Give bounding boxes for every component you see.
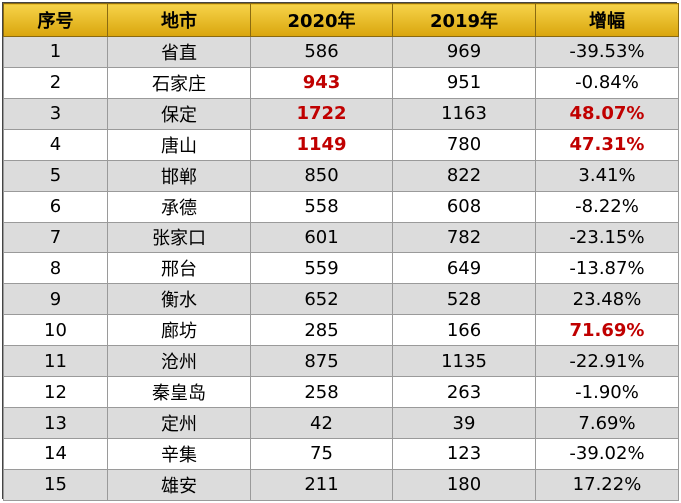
cell-growth: 3.41% <box>535 159 679 192</box>
cell-city: 石家庄 <box>107 66 251 99</box>
cell-index: 1 <box>3 36 108 68</box>
cell-growth: -23.15% <box>535 221 679 254</box>
cell-growth: 71.69% <box>535 314 679 347</box>
table-row: 9 衡水 652 528 23.48% <box>3 283 679 316</box>
cell-2020: 211 <box>250 468 393 501</box>
cell-2020: 75 <box>250 437 393 470</box>
cell-2020: 875 <box>250 345 393 378</box>
cell-2019: 1135 <box>392 345 536 378</box>
cell-2019: 166 <box>392 314 536 347</box>
header-2019: 2019年 <box>392 3 536 37</box>
table-row: 13 定州 42 39 7.69% <box>3 407 679 439</box>
cell-city: 秦皇岛 <box>107 376 251 409</box>
cell-index: 12 <box>3 376 108 409</box>
cell-index: 10 <box>3 314 108 347</box>
cell-index: 5 <box>3 159 108 192</box>
cell-2020: 42 <box>250 407 393 439</box>
table-row: 1 省直 586 969 -39.53% <box>3 36 679 68</box>
cell-city: 张家口 <box>107 221 251 254</box>
cell-2020: 558 <box>250 190 393 223</box>
table-row: 3 保定 1722 1163 48.07% <box>3 97 679 130</box>
table-row: 8 邢台 559 649 -13.87% <box>3 252 679 285</box>
cell-2020: 850 <box>250 159 393 192</box>
table-row: 2 石家庄 943 951 -0.84% <box>3 66 679 99</box>
cell-2020: 943 <box>250 66 393 99</box>
cell-index: 13 <box>3 407 108 439</box>
table-row: 10 廊坊 285 166 71.69% <box>3 314 679 347</box>
cell-index: 9 <box>3 283 108 316</box>
cell-growth: 7.69% <box>535 407 679 439</box>
cell-2019: 782 <box>392 221 536 254</box>
table-row: 6 承德 558 608 -8.22% <box>3 190 679 223</box>
cell-index: 14 <box>3 437 108 470</box>
cell-index: 2 <box>3 66 108 99</box>
cell-2020: 652 <box>250 283 393 316</box>
cell-2019: 1163 <box>392 97 536 130</box>
cell-growth: -8.22% <box>535 190 679 223</box>
cell-2019: 39 <box>392 407 536 439</box>
cell-2019: 180 <box>392 468 536 501</box>
cell-2020: 1149 <box>250 128 393 161</box>
cell-growth: -39.53% <box>535 36 679 68</box>
table-row: 7 张家口 601 782 -23.15% <box>3 221 679 254</box>
cell-growth: 47.31% <box>535 128 679 161</box>
cell-index: 15 <box>3 468 108 501</box>
cell-growth: 48.07% <box>535 97 679 130</box>
cell-city: 唐山 <box>107 128 251 161</box>
table-row: 14 辛集 75 123 -39.02% <box>3 437 679 470</box>
cell-index: 8 <box>3 252 108 285</box>
table-row: 12 秦皇岛 258 263 -1.90% <box>3 376 679 409</box>
cell-growth: 23.48% <box>535 283 679 316</box>
table-row: 5 邯郸 850 822 3.41% <box>3 159 679 192</box>
cell-city: 辛集 <box>107 437 251 470</box>
cell-index: 6 <box>3 190 108 223</box>
cell-city: 邯郸 <box>107 159 251 192</box>
header-index: 序号 <box>3 3 108 37</box>
cell-city: 省直 <box>107 36 251 68</box>
cell-city: 保定 <box>107 97 251 130</box>
cell-city: 邢台 <box>107 252 251 285</box>
cell-2019: 123 <box>392 437 536 470</box>
cell-2020: 258 <box>250 376 393 409</box>
cell-city: 雄安 <box>107 468 251 501</box>
cell-2019: 263 <box>392 376 536 409</box>
table-row: 4 唐山 1149 780 47.31% <box>3 128 679 161</box>
cell-growth: 17.22% <box>535 468 679 501</box>
cell-growth: -39.02% <box>535 437 679 470</box>
cell-2019: 649 <box>392 252 536 285</box>
cell-growth: -13.87% <box>535 252 679 285</box>
cell-city: 沧州 <box>107 345 251 378</box>
cell-growth: -22.91% <box>535 345 679 378</box>
header-city: 地市 <box>107 3 251 37</box>
cell-growth: -0.84% <box>535 66 679 99</box>
cell-city: 定州 <box>107 407 251 439</box>
cell-2020: 586 <box>250 36 393 68</box>
cell-city: 廊坊 <box>107 314 251 347</box>
cell-2019: 528 <box>392 283 536 316</box>
table-header-row: 序号 地市 2020年 2019年 增幅 <box>3 3 679 37</box>
cell-2019: 969 <box>392 36 536 68</box>
table-body: 1 省直 586 969 -39.53% 2 石家庄 943 951 -0.84% 3 保定 1722 1… <box>3 36 679 501</box>
cell-index: 4 <box>3 128 108 161</box>
cell-city: 衡水 <box>107 283 251 316</box>
table-row: 15 雄安 211 180 17.22% <box>3 468 679 501</box>
cell-index: 7 <box>3 221 108 254</box>
cell-growth: -1.90% <box>535 376 679 409</box>
cell-2020: 559 <box>250 252 393 285</box>
table-row: 11 沧州 875 1135 -22.91% <box>3 345 679 378</box>
header-2020: 2020年 <box>250 3 393 37</box>
cell-city: 承德 <box>107 190 251 223</box>
data-table: 序号 地市 2020年 2019年 增幅 1 省直 586 969 -39.53% 2 石家… <box>3 3 679 501</box>
header-growth: 增幅 <box>535 3 679 37</box>
cell-index: 11 <box>3 345 108 378</box>
cell-2019: 608 <box>392 190 536 223</box>
cell-2019: 822 <box>392 159 536 192</box>
cell-2019: 780 <box>392 128 536 161</box>
cell-2019: 951 <box>392 66 536 99</box>
cell-2020: 601 <box>250 221 393 254</box>
cell-index: 3 <box>3 97 108 130</box>
cell-2020: 1722 <box>250 97 393 130</box>
cell-2020: 285 <box>250 314 393 347</box>
